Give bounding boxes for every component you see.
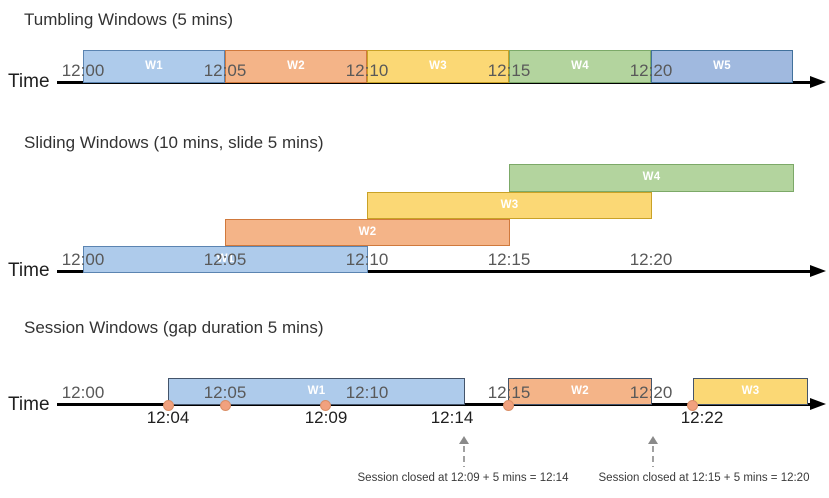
- window-label: W3: [429, 59, 447, 72]
- tumbling-section-title: Tumbling Windows (5 mins): [24, 10, 234, 29]
- tick-label: 12:20: [629, 61, 673, 80]
- tick-label: 12:20: [629, 383, 673, 402]
- session-close-annotation: Session closed at 12:15 + 5 mins = 12:20: [598, 472, 810, 484]
- event-dot: [502, 399, 514, 411]
- tick-label: 12:10: [345, 61, 389, 80]
- window-label: W3: [500, 198, 519, 211]
- event-dot: [319, 399, 331, 411]
- session-section-title: Session Windows (gap duration 5 mins): [24, 318, 324, 337]
- sliding-axis-line: [57, 270, 812, 273]
- window-label: W4: [642, 171, 661, 184]
- tumbling-axis-arrowhead-icon: [810, 76, 826, 88]
- tick-label: 12:00: [61, 383, 105, 402]
- event-time-label: 12:09: [304, 408, 348, 427]
- event-time-label: 12:04: [146, 408, 190, 427]
- tick-label: 12:15: [487, 250, 531, 269]
- event-time-label: 12:22: [680, 408, 724, 427]
- session-window-w3: W3: [693, 378, 808, 405]
- session-time-axis-label: Time: [8, 394, 50, 415]
- sliding-window-w4: W4: [509, 164, 794, 192]
- session-axis-arrowhead-icon: [810, 398, 826, 410]
- sliding-window-w1: W1: [83, 246, 368, 273]
- tick-label: 12:00: [61, 61, 105, 80]
- tumbling-window-w5: W5: [651, 50, 793, 83]
- session-close-arrow-icon: [648, 436, 658, 467]
- window-label: W3: [741, 384, 760, 397]
- window-label: W1: [307, 384, 326, 397]
- tumbling-time-axis-label: Time: [8, 71, 50, 92]
- session-window-w1: W1: [168, 378, 465, 405]
- sliding-axis-arrowhead-icon: [810, 265, 826, 277]
- tumbling-window-w4: W4: [509, 50, 651, 83]
- sliding-window-w3: W3: [367, 192, 652, 219]
- window-label: W4: [571, 59, 589, 72]
- tick-label: 12:10: [345, 383, 389, 402]
- session-close-annotation: Session closed at 12:09 + 5 mins = 12:14: [357, 472, 569, 484]
- session-close-arrow-icon: [459, 436, 469, 467]
- sliding-window-w2: W2: [225, 219, 510, 246]
- window-label: W2: [287, 59, 305, 72]
- window-label: W5: [713, 59, 731, 72]
- tick-label: 12:15: [487, 383, 531, 402]
- tumbling-window-w1: W1: [83, 50, 225, 83]
- window-label: W1: [145, 59, 163, 72]
- window-label: W2: [358, 225, 377, 238]
- sliding-time-axis-label: Time: [8, 260, 50, 281]
- event-dot: [219, 399, 231, 411]
- tumbling-window-w3: W3: [367, 50, 509, 83]
- tick-label: 12:05: [203, 250, 247, 269]
- tick-label: 12:10: [345, 250, 389, 269]
- tick-label: 12:00: [61, 250, 105, 269]
- tick-label: 12:05: [203, 383, 247, 402]
- event-dot: [686, 399, 698, 411]
- session-window-w2: W2: [508, 378, 652, 405]
- event-time-label: 12:14: [430, 408, 474, 427]
- window-label: W1: [216, 252, 235, 265]
- event-dot: [162, 399, 174, 411]
- window-label: W2: [571, 384, 589, 397]
- tick-label: 12:05: [203, 61, 247, 80]
- tick-label: 12:20: [629, 250, 673, 269]
- sliding-section-title: Sliding Windows (10 mins, slide 5 mins): [24, 133, 324, 152]
- tick-label: 12:15: [487, 61, 531, 80]
- tumbling-window-w2: W2: [225, 50, 367, 83]
